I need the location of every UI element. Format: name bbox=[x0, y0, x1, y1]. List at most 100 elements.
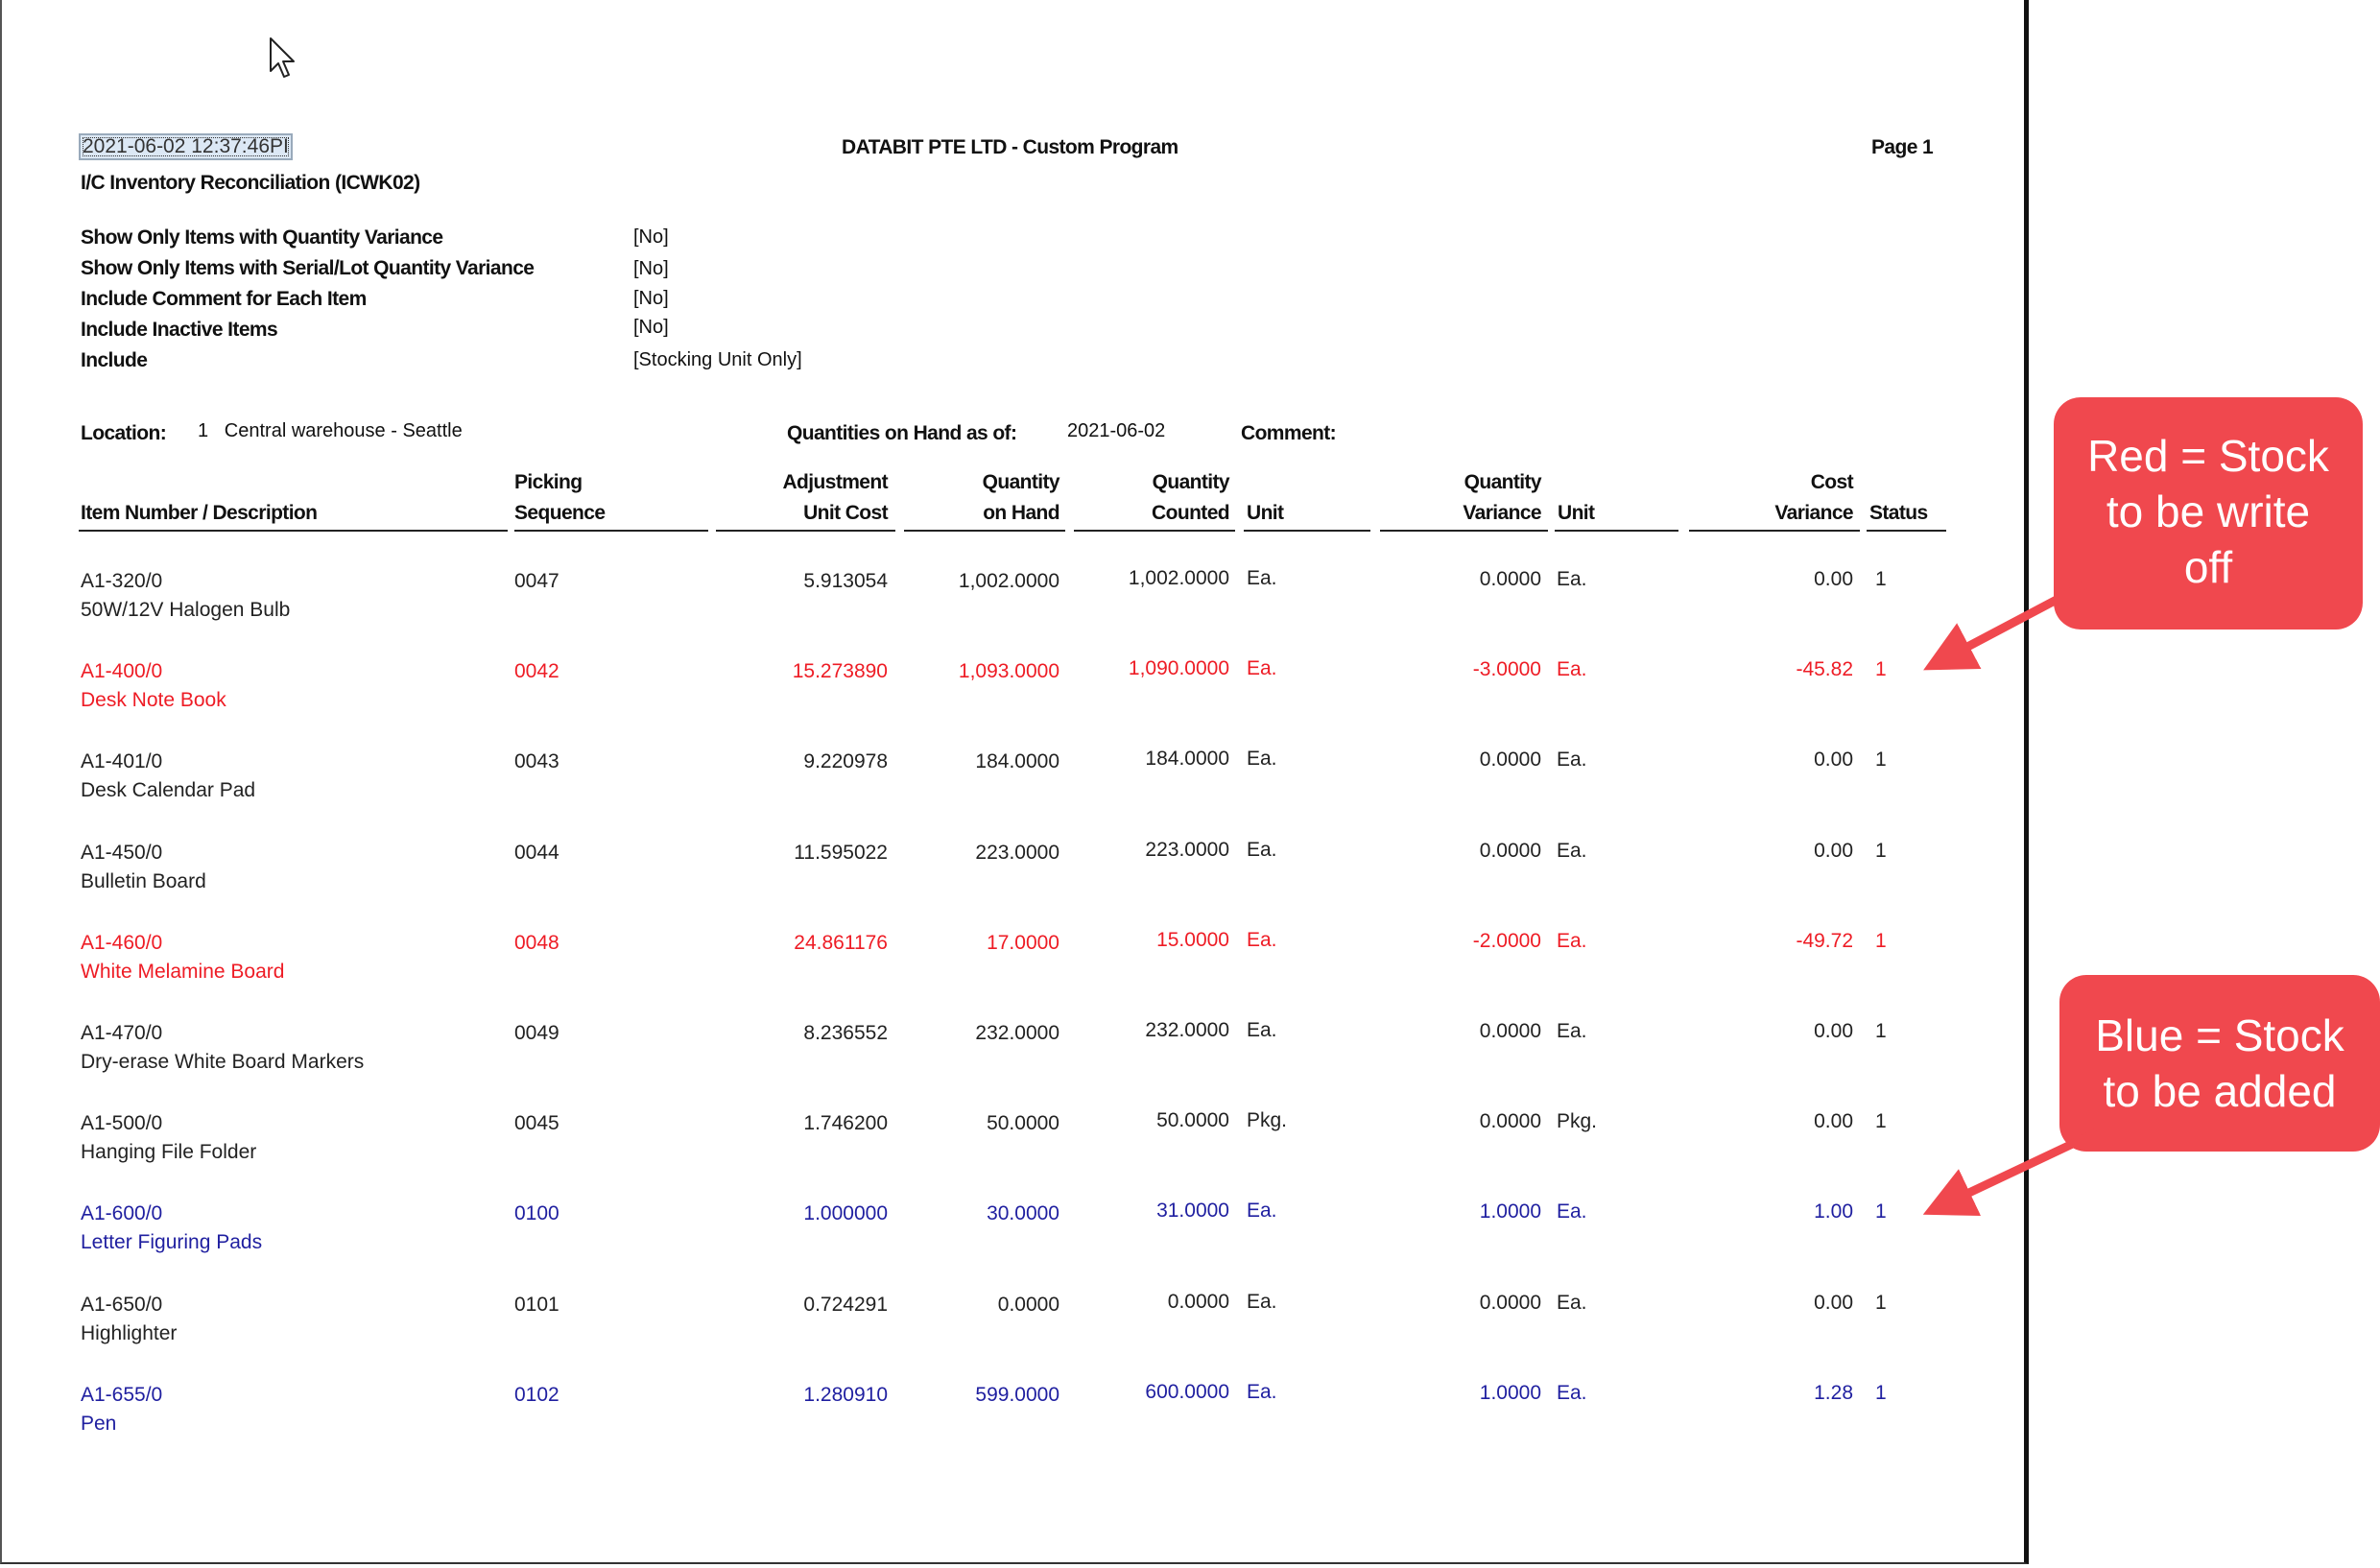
item-number: A1-401/0 bbox=[81, 750, 163, 772]
status: 1 bbox=[1875, 1200, 1887, 1223]
cost-variance: 0.00 bbox=[1814, 1292, 1853, 1314]
quantity-on-hand: 232.0000 bbox=[975, 1022, 1059, 1044]
counted-unit: Ea. bbox=[1247, 929, 1277, 951]
item-number: A1-470/0 bbox=[81, 1022, 163, 1044]
header-unit: Unit bbox=[1558, 502, 1595, 524]
report-title: I/C Inventory Reconciliation (ICWK02) bbox=[81, 172, 420, 194]
company-title: DATABIT PTE LTD - Custom Program bbox=[842, 136, 1178, 158]
header-picking: Picking bbox=[514, 471, 583, 493]
header-underline bbox=[1244, 530, 1370, 532]
picking-sequence: 0102 bbox=[514, 1384, 559, 1406]
header-adjustment: Adjustment bbox=[782, 471, 888, 493]
header-on-hand: on Hand bbox=[983, 502, 1059, 524]
quantity-variance: -3.0000 bbox=[1472, 658, 1541, 680]
variance-unit: Ea. bbox=[1557, 1382, 1587, 1404]
picking-sequence: 0100 bbox=[514, 1202, 559, 1224]
header-status: Status bbox=[1869, 502, 1928, 524]
quantity-counted: 31.0000 bbox=[1156, 1200, 1229, 1222]
quantity-on-hand: 599.0000 bbox=[975, 1384, 1059, 1406]
quantity-variance: 0.0000 bbox=[1479, 568, 1541, 590]
header-quantity: Quantity bbox=[1464, 471, 1542, 493]
header-underline bbox=[904, 530, 1065, 532]
counted-unit: Pkg. bbox=[1247, 1109, 1288, 1131]
picking-sequence: 0042 bbox=[514, 660, 559, 682]
adjustment-unit-cost: 9.220978 bbox=[803, 750, 888, 772]
counted-unit: Ea. bbox=[1247, 1291, 1277, 1313]
red-legend-callout: Red = Stock to be write off bbox=[2054, 397, 2363, 630]
quantity-variance: -2.0000 bbox=[1472, 930, 1541, 952]
status: 1 bbox=[1875, 1292, 1887, 1314]
quantity-variance: 0.0000 bbox=[1479, 1020, 1541, 1042]
quantity-counted: 184.0000 bbox=[1145, 748, 1229, 770]
adjustment-unit-cost: 15.273890 bbox=[792, 660, 888, 682]
quantity-on-hand: 30.0000 bbox=[987, 1202, 1059, 1224]
quantity-counted: 0.0000 bbox=[1167, 1291, 1229, 1313]
callout-line: to be write bbox=[2106, 487, 2311, 536]
header-cost: Cost bbox=[1810, 471, 1854, 493]
callout-line: to be added bbox=[2103, 1066, 2337, 1116]
option-label: Show Only Items with Quantity Variance bbox=[81, 226, 443, 249]
picking-sequence: 0049 bbox=[514, 1022, 559, 1044]
quantity-variance: 0.0000 bbox=[1479, 1292, 1541, 1314]
item-description: Dry-erase White Board Markers bbox=[81, 1051, 365, 1073]
status: 1 bbox=[1875, 568, 1887, 590]
item-description: Pen bbox=[81, 1413, 117, 1435]
picking-sequence: 0045 bbox=[514, 1112, 559, 1134]
header-underline bbox=[514, 530, 708, 532]
quantity-on-hand: 50.0000 bbox=[987, 1112, 1059, 1134]
picking-sequence: 0101 bbox=[514, 1294, 559, 1316]
report-page: 2021-06-02 12:37:46PI DATABIT PTE LTD - … bbox=[0, 0, 2029, 1564]
counted-unit: Ea. bbox=[1247, 748, 1277, 770]
quantity-on-hand: 184.0000 bbox=[975, 750, 1059, 772]
header-sequence: Sequence bbox=[514, 502, 606, 524]
option-value: [No] bbox=[633, 288, 669, 309]
quantity-variance: 0.0000 bbox=[1479, 748, 1541, 771]
item-description: White Melamine Board bbox=[81, 961, 285, 983]
picking-sequence: 0044 bbox=[514, 842, 559, 864]
variance-unit: Pkg. bbox=[1557, 1110, 1598, 1132]
cost-variance: -49.72 bbox=[1796, 930, 1853, 952]
adjustment-unit-cost: 1.000000 bbox=[803, 1202, 888, 1224]
quantity-counted: 1,090.0000 bbox=[1128, 657, 1229, 679]
cost-variance: 0.00 bbox=[1814, 1020, 1853, 1042]
header-underline bbox=[1380, 530, 1548, 532]
status: 1 bbox=[1875, 1020, 1887, 1042]
quantity-variance: 1.0000 bbox=[1479, 1382, 1541, 1404]
header-underline bbox=[1074, 530, 1235, 532]
option-label: Include Inactive Items bbox=[81, 319, 278, 341]
quantity-variance: 1.0000 bbox=[1479, 1200, 1541, 1223]
quantity-variance: 0.0000 bbox=[1479, 840, 1541, 862]
status: 1 bbox=[1875, 658, 1887, 680]
item-number: A1-655/0 bbox=[81, 1384, 163, 1406]
option-label: Show Only Items with Serial/Lot Quantity… bbox=[81, 257, 535, 279]
cost-variance: 1.28 bbox=[1814, 1382, 1853, 1404]
red-arrow-icon bbox=[1923, 580, 2090, 671]
cost-variance: 1.00 bbox=[1814, 1200, 1853, 1223]
report-timestamp: 2021-06-02 12:37:46PI bbox=[79, 133, 293, 160]
status: 1 bbox=[1875, 1110, 1887, 1132]
adjustment-unit-cost: 1.746200 bbox=[803, 1112, 888, 1134]
status: 1 bbox=[1875, 930, 1887, 952]
picking-sequence: 0048 bbox=[514, 932, 559, 954]
callout-line: off bbox=[2183, 542, 2233, 592]
item-number: A1-400/0 bbox=[81, 660, 163, 682]
header-underline bbox=[716, 530, 895, 532]
qoh-date-value: 2021-06-02 bbox=[1067, 420, 1166, 441]
item-description: Hanging File Folder bbox=[81, 1141, 257, 1163]
option-label: Include bbox=[81, 349, 148, 371]
variance-unit: Ea. bbox=[1557, 1200, 1587, 1223]
cost-variance: 0.00 bbox=[1814, 568, 1853, 590]
header-underline bbox=[1689, 530, 1860, 532]
header-underline bbox=[1555, 530, 1678, 532]
cost-variance: 0.00 bbox=[1814, 1110, 1853, 1132]
blue-legend-callout: Blue = Stock to be added bbox=[2059, 975, 2380, 1152]
variance-unit: Ea. bbox=[1557, 930, 1587, 952]
variance-unit: Ea. bbox=[1557, 1020, 1587, 1042]
quantity-on-hand: 223.0000 bbox=[975, 842, 1059, 864]
quantity-counted: 1,002.0000 bbox=[1128, 567, 1229, 589]
item-number: A1-450/0 bbox=[81, 842, 163, 864]
quantity-on-hand: 0.0000 bbox=[997, 1294, 1059, 1316]
header-unit-cost: Unit Cost bbox=[803, 502, 889, 524]
quantity-counted: 232.0000 bbox=[1145, 1019, 1229, 1041]
